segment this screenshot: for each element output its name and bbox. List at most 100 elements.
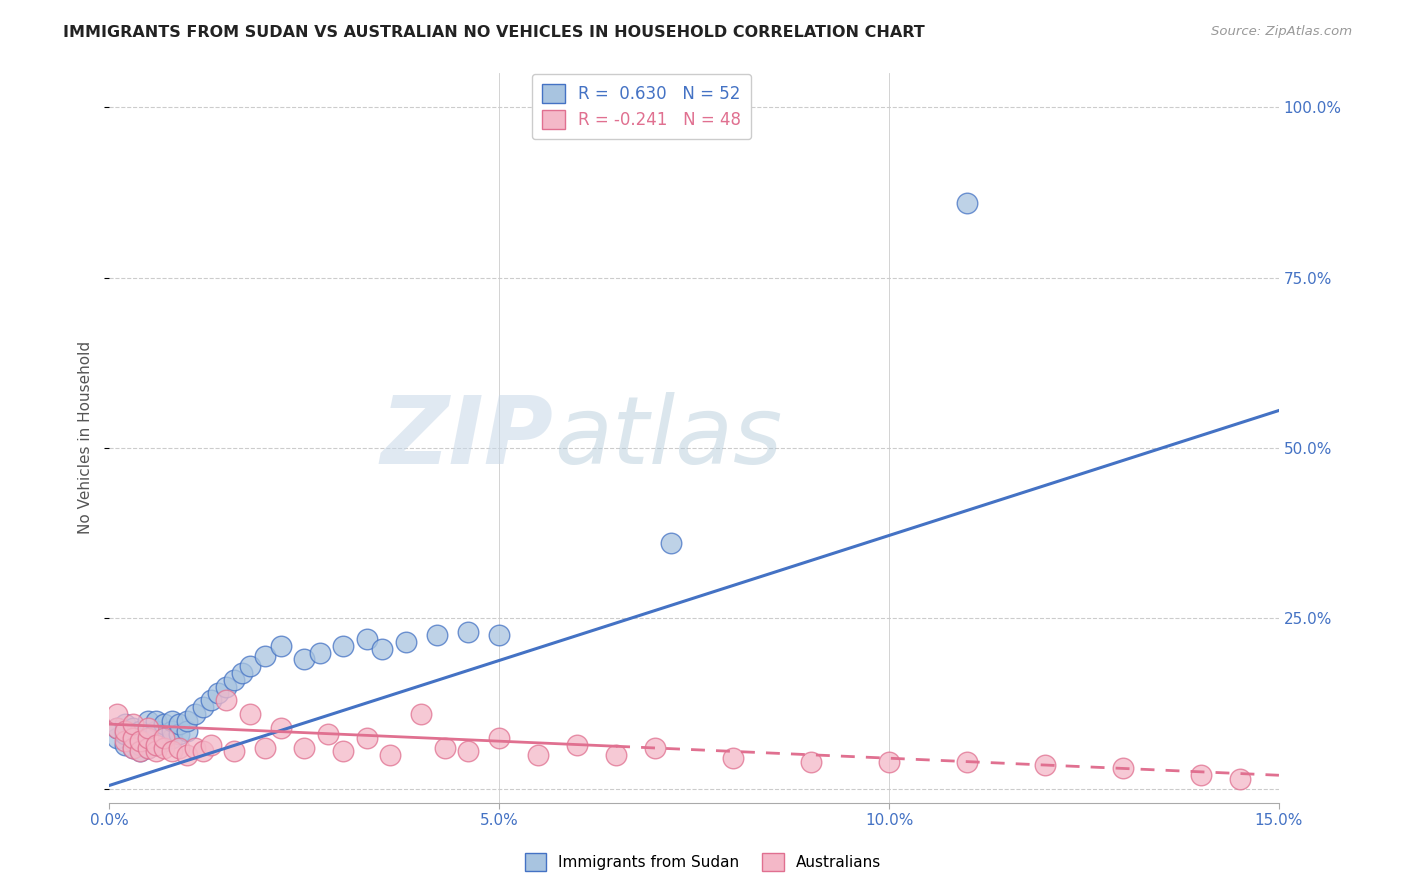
Point (239, 706, 262, 721)
Point (153, 731, 176, 745)
Point (114, 727, 136, 741)
Point (191, 700, 214, 714)
Point (222, 744, 245, 758)
Point (160, 744, 183, 758)
Point (169, 727, 191, 741)
Point (565, 738, 588, 752)
Point (215, 693, 238, 707)
Point (644, 741, 666, 756)
Y-axis label: No Vehicles in Household: No Vehicles in Household (79, 341, 93, 534)
Point (121, 721, 143, 735)
Point (121, 734, 143, 748)
Point (136, 727, 159, 741)
Point (308, 646, 330, 660)
Legend: R =  0.630   N = 52, R = -0.241   N = 48: R = 0.630 N = 52, R = -0.241 N = 48 (531, 74, 751, 139)
Point (378, 747, 401, 762)
Point (176, 723, 198, 738)
Point (411, 706, 433, 721)
Point (121, 727, 143, 741)
Point (153, 727, 176, 741)
Point (145, 738, 167, 752)
Point (222, 673, 245, 687)
Text: Source: ZipAtlas.com: Source: ZipAtlas.com (1212, 25, 1353, 38)
Point (136, 741, 159, 756)
Point (176, 714, 198, 728)
Point (215, 680, 238, 694)
Point (160, 714, 183, 728)
Point (231, 665, 253, 680)
Point (169, 741, 191, 756)
Text: atlas: atlas (554, 392, 782, 483)
Point (956, 755, 979, 769)
Point (176, 747, 198, 762)
Point (877, 755, 900, 769)
Point (121, 741, 143, 756)
Point (145, 738, 167, 752)
Point (191, 744, 214, 758)
Point (160, 731, 183, 745)
Point (270, 639, 292, 653)
Point (105, 721, 128, 735)
Point (800, 755, 823, 769)
Point (356, 731, 378, 745)
Point (457, 744, 479, 758)
Point (207, 686, 229, 700)
Point (121, 717, 143, 731)
Point (527, 747, 550, 762)
Point (254, 741, 277, 756)
Point (371, 642, 394, 657)
Point (136, 734, 159, 748)
Point (145, 731, 167, 745)
Point (121, 731, 143, 745)
Point (488, 731, 510, 745)
Point (239, 659, 262, 673)
Point (169, 717, 191, 731)
Point (488, 628, 510, 642)
Point (1112, 761, 1135, 775)
Point (160, 723, 183, 738)
Point (457, 625, 479, 640)
Point (121, 741, 143, 756)
Point (145, 744, 167, 758)
Point (114, 717, 136, 731)
Point (356, 632, 378, 646)
Point (184, 706, 207, 721)
Point (129, 738, 152, 752)
Point (114, 723, 136, 738)
Point (270, 721, 292, 735)
Point (145, 714, 167, 728)
Point (721, 751, 744, 765)
Point (254, 648, 277, 663)
Point (1189, 768, 1212, 782)
Legend: Immigrants from Sudan, Australians: Immigrants from Sudan, Australians (519, 847, 887, 877)
Point (129, 744, 152, 758)
Point (332, 639, 354, 653)
Point (136, 721, 159, 735)
Point (129, 744, 152, 758)
Point (114, 734, 136, 748)
Point (153, 741, 176, 756)
Point (114, 738, 136, 752)
Point (105, 731, 128, 745)
Point (105, 706, 128, 721)
Point (129, 731, 152, 745)
Point (153, 734, 176, 748)
Point (136, 731, 159, 745)
Point (136, 741, 159, 756)
Point (316, 727, 339, 741)
Point (433, 741, 456, 756)
Point (605, 747, 627, 762)
Point (129, 734, 152, 748)
Point (200, 738, 222, 752)
Point (136, 714, 159, 728)
Point (292, 741, 315, 756)
Point (200, 693, 222, 707)
Point (184, 741, 207, 756)
Text: IMMIGRANTS FROM SUDAN VS AUSTRALIAN NO VEHICLES IN HOUSEHOLD CORRELATION CHART: IMMIGRANTS FROM SUDAN VS AUSTRALIAN NO V… (63, 25, 925, 40)
Point (956, 195, 979, 210)
Point (105, 721, 128, 735)
Point (1229, 772, 1251, 786)
Text: ZIP: ZIP (381, 392, 554, 483)
Point (426, 628, 449, 642)
Point (153, 717, 176, 731)
